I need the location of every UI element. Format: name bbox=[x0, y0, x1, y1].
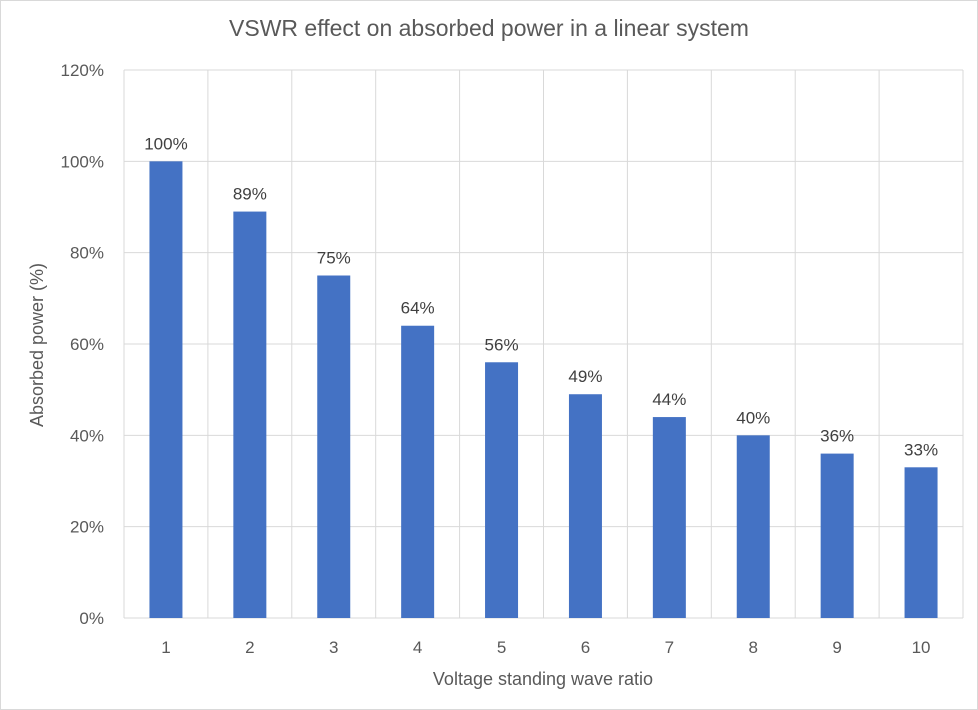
bar bbox=[820, 453, 854, 618]
data-label: 33% bbox=[904, 440, 938, 459]
data-label: 40% bbox=[736, 408, 770, 427]
x-tick-label: 3 bbox=[329, 638, 338, 657]
x-tick-label: 6 bbox=[581, 638, 590, 657]
bar bbox=[904, 467, 938, 618]
bar bbox=[652, 417, 686, 618]
data-label: 36% bbox=[820, 427, 854, 446]
y-tick-label: 40% bbox=[70, 426, 104, 445]
y-tick-label: 80% bbox=[70, 244, 104, 263]
bar bbox=[149, 161, 183, 619]
bar bbox=[485, 362, 519, 618]
ticks-layer: 0% 20% 40% 60% 80% 100% 120% 1 2 3 4 5 6 7 8 9 10 bbox=[61, 61, 931, 657]
bar bbox=[317, 275, 351, 618]
bar bbox=[736, 435, 770, 618]
data-label: 49% bbox=[568, 367, 602, 386]
data-label: 100% bbox=[144, 134, 187, 153]
data-label: 44% bbox=[652, 390, 686, 409]
x-tick-label: 10 bbox=[912, 638, 931, 657]
y-tick-label: 20% bbox=[70, 518, 104, 537]
data-label: 56% bbox=[485, 335, 519, 354]
x-tick-label: 1 bbox=[161, 638, 170, 657]
bars-layer bbox=[149, 161, 938, 619]
y-tick-label: 120% bbox=[61, 61, 104, 80]
x-tick-label: 5 bbox=[497, 638, 506, 657]
x-tick-label: 2 bbox=[245, 638, 254, 657]
y-tick-label: 100% bbox=[61, 152, 104, 171]
y-axis-title: Absorbed power (%) bbox=[27, 263, 47, 427]
data-label: 75% bbox=[317, 249, 351, 268]
data-label: 64% bbox=[401, 299, 435, 318]
x-tick-label: 8 bbox=[749, 638, 758, 657]
data-label: 89% bbox=[233, 185, 267, 204]
bar bbox=[568, 394, 602, 618]
x-axis-title: Voltage standing wave ratio bbox=[433, 669, 653, 689]
x-tick-label: 4 bbox=[413, 638, 422, 657]
x-tick-label: 7 bbox=[665, 638, 674, 657]
chart-title: VSWR effect on absorbed power in a linea… bbox=[229, 15, 749, 41]
y-tick-label: 0% bbox=[79, 609, 104, 628]
bar bbox=[401, 325, 435, 618]
y-tick-label: 60% bbox=[70, 335, 104, 354]
data-labels-layer: 100% 89% 75% 64% 56% 49% 44% 40% 36% 33% bbox=[144, 134, 938, 459]
x-tick-label: 9 bbox=[832, 638, 841, 657]
bar bbox=[233, 211, 267, 619]
